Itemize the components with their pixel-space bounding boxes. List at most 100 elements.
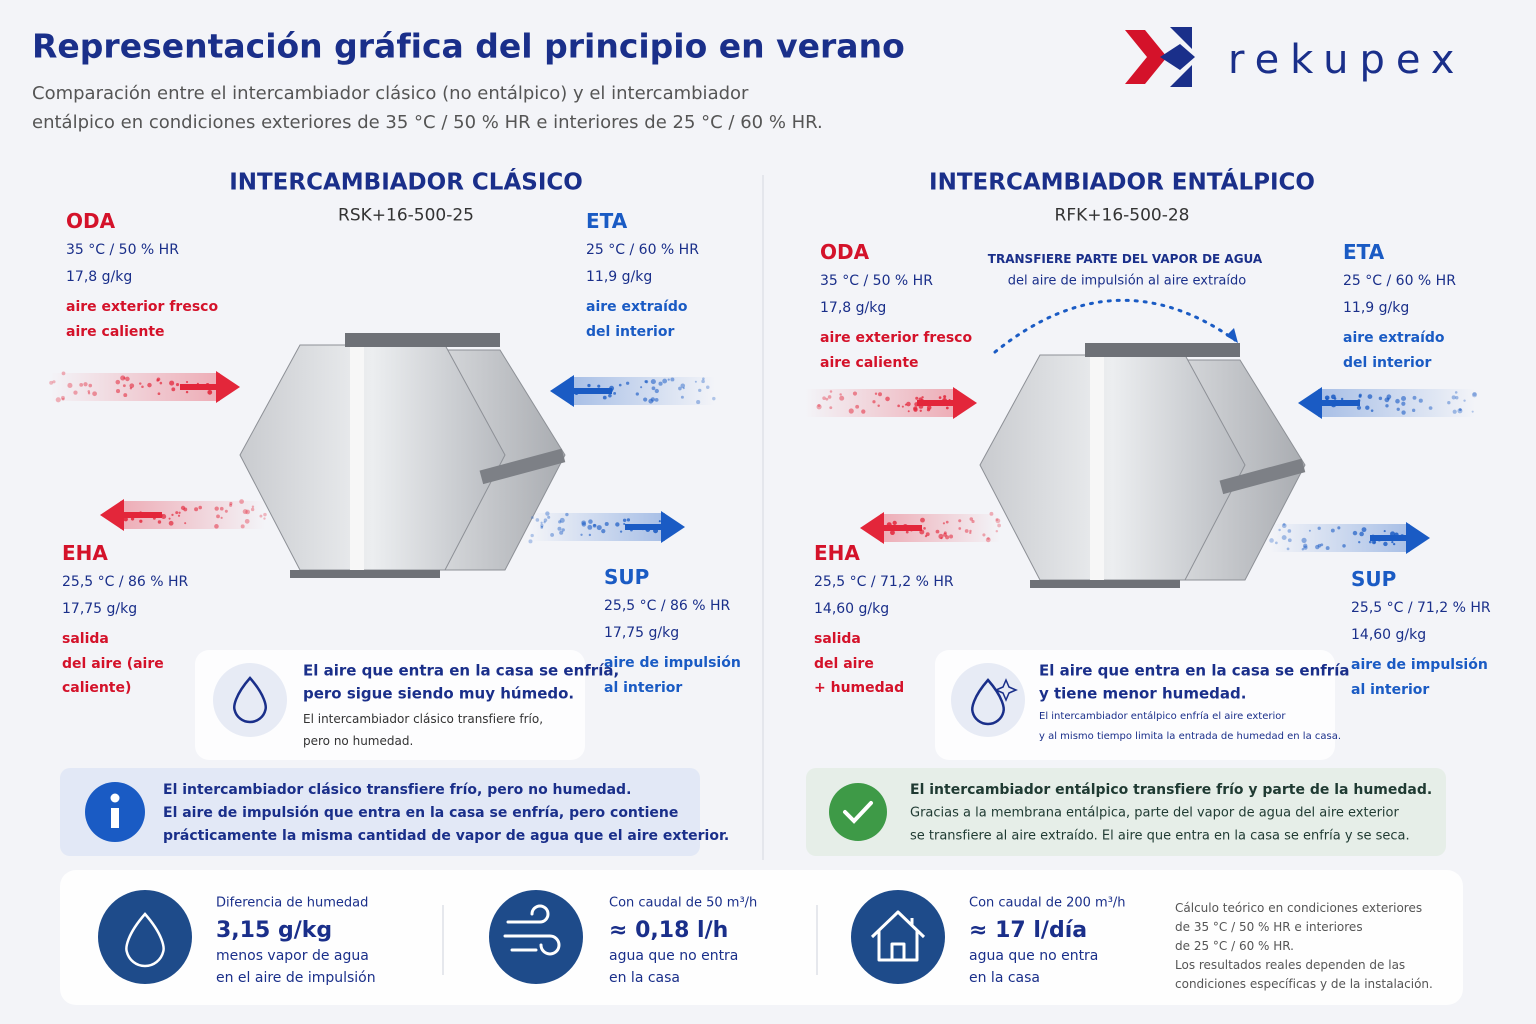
air-particle: [712, 396, 716, 401]
air-particle: [245, 509, 250, 515]
air-particle: [897, 404, 900, 408]
air-particle: [923, 527, 926, 530]
air-particle: [643, 397, 648, 402]
air-particle: [1383, 530, 1386, 533]
air-particle: [958, 519, 962, 523]
air-particle: [901, 405, 904, 408]
flow-value: 17,75 g/kg: [62, 601, 138, 617]
air-particle: [125, 376, 130, 382]
airflow-head: [1298, 387, 1322, 419]
panel-title: INTERCAMBIADOR ENTÁLPICO: [929, 169, 1315, 196]
check-mark: [843, 801, 873, 824]
air-particle: [224, 509, 228, 513]
note-card: [935, 650, 1335, 760]
air-particle: [194, 507, 199, 512]
air-particle: [115, 379, 121, 385]
air-particle: [123, 393, 128, 398]
air-particle: [219, 506, 224, 511]
exchanger-band: [350, 343, 364, 571]
icon-bg: [951, 663, 1025, 737]
air-particle: [184, 522, 187, 525]
stat-description: en la casa: [969, 970, 1041, 986]
air-particle: [658, 520, 661, 523]
air-particle: [1383, 541, 1388, 547]
air-particle: [904, 403, 908, 406]
air-particle: [1393, 543, 1396, 546]
air-particle: [615, 522, 620, 527]
air-particle: [120, 375, 126, 381]
air-particle: [1412, 395, 1417, 400]
air-particle: [168, 517, 171, 520]
air-particle: [87, 392, 91, 395]
flow-description: + humedad: [814, 680, 905, 696]
air-particle: [244, 518, 250, 524]
stat-icon: [851, 890, 945, 984]
subtitle: Comparación entre el intercambiador clás…: [32, 83, 749, 104]
flow-description: salida: [814, 631, 861, 647]
air-particle: [969, 531, 972, 535]
air-particle: [543, 518, 548, 522]
airflow-head: [661, 511, 685, 543]
exchanger-top: [1085, 343, 1240, 357]
air-particle: [942, 522, 945, 525]
air-particle: [528, 539, 533, 544]
air-particle: [920, 517, 925, 523]
air-particle: [816, 404, 822, 410]
air-particle: [877, 404, 880, 408]
air-particle: [986, 537, 990, 540]
air-particle: [157, 520, 162, 524]
banner-text: prácticamente la misma cantidad de vapor…: [163, 828, 730, 844]
air-particle: [945, 520, 949, 524]
air-particle: [52, 380, 56, 384]
air-particle: [1340, 397, 1344, 401]
air-particle: [183, 507, 188, 512]
air-particle: [938, 396, 942, 399]
footnote: Los resultados reales dependen de las: [1175, 958, 1406, 972]
air-particle: [1325, 397, 1329, 401]
air-particle: [240, 524, 245, 529]
air-particle: [919, 409, 922, 412]
flow-label: SUP: [1351, 567, 1397, 591]
air-particle: [1352, 530, 1358, 536]
air-particle: [915, 396, 919, 400]
info-dot: [110, 793, 120, 803]
air-particle: [185, 380, 189, 384]
air-particle: [650, 379, 656, 385]
air-particle: [822, 396, 826, 400]
airflow-head: [216, 371, 240, 403]
air-particle: [625, 381, 630, 385]
footnote: de 25 °C / 60 % HR.: [1175, 939, 1294, 953]
stats-bar: [60, 870, 1463, 1005]
flow-value: 25,5 °C / 71,2 % HR: [814, 574, 954, 590]
air-particle: [1401, 401, 1406, 406]
flow-value: 25,5 °C / 71,2 % HR: [1351, 600, 1491, 616]
air-particle: [1411, 408, 1416, 413]
air-particle: [141, 385, 144, 389]
air-particle: [921, 396, 924, 399]
air-particle: [540, 523, 544, 528]
flow-description: del aire (aire: [62, 655, 164, 672]
flow-label: ODA: [820, 240, 870, 264]
air-particle: [61, 371, 66, 376]
air-particle: [1358, 541, 1361, 544]
air-particle: [1282, 523, 1286, 526]
air-particle: [79, 382, 84, 387]
logo-mark: [1160, 27, 1195, 87]
air-particle: [1396, 407, 1400, 411]
air-particle: [530, 516, 534, 520]
drop-icon: [125, 912, 165, 968]
air-particle: [49, 380, 54, 385]
air-particle: [885, 396, 890, 402]
air-particle: [1455, 396, 1459, 400]
air-particle: [129, 383, 135, 389]
air-particle: [1301, 537, 1307, 543]
air-particle: [207, 389, 213, 395]
air-particle: [604, 521, 609, 527]
air-particle: [680, 395, 684, 399]
air-particle: [1395, 398, 1400, 404]
flow-description: del aire: [814, 655, 874, 672]
airflow-arrow: [860, 511, 1001, 544]
info-banner: [60, 768, 700, 856]
air-particle: [892, 520, 897, 525]
